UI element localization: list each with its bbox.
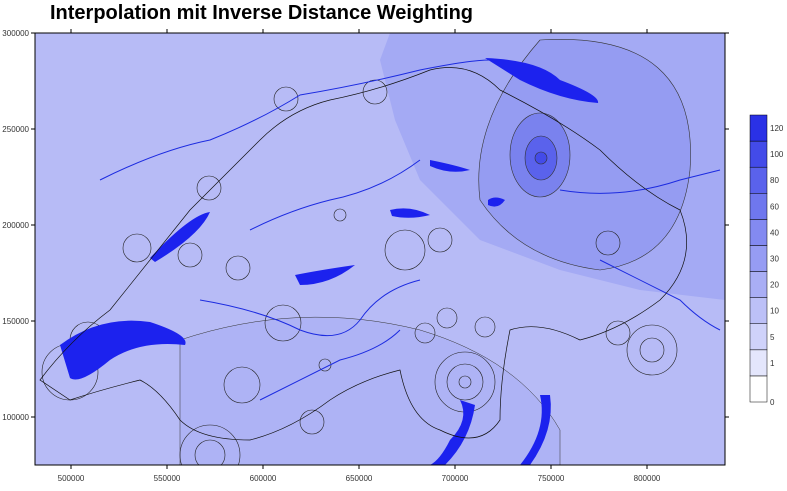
map-title: Interpolation mit Inverse Distance Weigh… <box>50 2 473 24</box>
x-tick-label: 500000 <box>58 474 85 483</box>
legend-label: 5 <box>770 333 775 342</box>
x-tick-label: 650000 <box>346 474 373 483</box>
legend-swatch <box>749 245 768 272</box>
lakes <box>60 58 599 465</box>
x-tick-label: 800000 <box>634 474 661 483</box>
legend-swatch <box>749 375 768 403</box>
y-tick-label: 100000 <box>2 413 29 422</box>
legend-swatch <box>749 349 768 377</box>
legend-label: 10 <box>770 307 779 316</box>
legend-swatch <box>749 297 768 324</box>
legend-swatch <box>749 323 768 351</box>
legend-swatch <box>749 193 768 220</box>
x-tick-label: 700000 <box>442 474 469 483</box>
x-tick-label: 750000 <box>538 474 565 483</box>
legend-label: 0 <box>770 398 775 407</box>
plot-frame <box>34 32 726 466</box>
y-tick-label: 200000 <box>2 221 29 230</box>
legend-label: 20 <box>770 281 779 290</box>
legend-label: 60 <box>770 202 779 211</box>
x-tick-label: 550000 <box>154 474 181 483</box>
legend-swatch <box>749 140 768 168</box>
y-tick-label: 150000 <box>2 317 29 326</box>
legend-label: 120 <box>770 124 784 133</box>
y-tick-label: 300000 <box>2 29 29 38</box>
legend-label: 40 <box>770 228 779 237</box>
legend-label: 1 <box>770 359 775 368</box>
legend-label: 100 <box>770 150 784 159</box>
legend-label: 30 <box>770 255 779 264</box>
contour <box>478 39 691 271</box>
border <box>39 67 687 441</box>
x-tick-label: 600000 <box>250 474 277 483</box>
legend-swatch <box>749 166 768 194</box>
legend-swatch <box>749 114 768 142</box>
contour <box>534 151 548 165</box>
legend-swatch <box>749 271 768 298</box>
y-tick-label: 250000 <box>2 125 29 134</box>
rivers <box>99 59 721 401</box>
axes: 500000 550000 600000 650000 700000 750000 8000… <box>2 29 729 483</box>
map-area <box>35 33 725 465</box>
legend-label: 80 <box>770 176 779 185</box>
legend: 0 1 5 10 20 30 40 60 80 100 120 <box>749 114 784 407</box>
legend-swatch <box>749 219 768 246</box>
